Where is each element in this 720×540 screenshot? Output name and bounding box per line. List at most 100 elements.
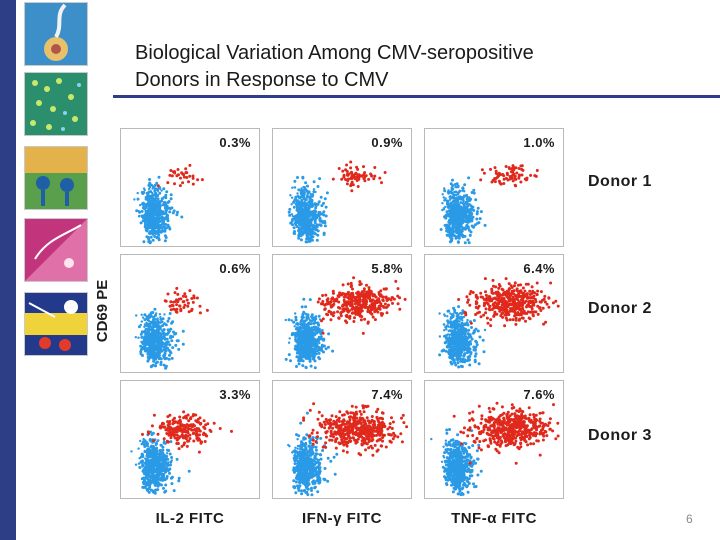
event-negative — [468, 340, 472, 344]
event-positive — [501, 308, 505, 312]
event-positive — [541, 298, 544, 302]
event-positive — [180, 433, 184, 437]
event-negative — [157, 187, 160, 190]
event-negative — [297, 206, 300, 209]
event-negative — [160, 342, 164, 346]
event-negative — [458, 334, 462, 337]
event-positive — [373, 318, 377, 322]
event-negative — [325, 191, 329, 195]
event-negative — [449, 320, 453, 324]
event-positive — [190, 309, 193, 313]
event-negative — [302, 336, 305, 339]
event-positive — [529, 173, 533, 177]
event-negative — [323, 467, 327, 470]
event-negative — [296, 322, 300, 325]
event-positive — [350, 284, 353, 288]
event-negative — [143, 445, 147, 448]
event-negative — [450, 206, 454, 210]
event-positive — [363, 296, 367, 300]
event-negative — [169, 327, 173, 331]
event-negative — [172, 330, 175, 334]
event-negative — [160, 229, 164, 233]
event-negative — [152, 231, 156, 235]
event-negative — [297, 236, 301, 240]
event-negative — [150, 458, 154, 462]
event-positive — [177, 297, 181, 301]
event-positive — [511, 306, 514, 310]
event-negative — [454, 336, 458, 340]
event-negative — [143, 225, 147, 229]
event-negative — [456, 210, 459, 213]
event-negative — [159, 316, 162, 319]
event-negative — [299, 350, 303, 354]
event-negative — [164, 206, 168, 210]
event-negative — [316, 214, 320, 217]
event-negative — [459, 201, 463, 205]
event-positive — [373, 174, 377, 178]
event-positive — [205, 308, 209, 312]
event-positive — [332, 291, 335, 295]
event-negative — [155, 231, 159, 235]
event-negative — [306, 184, 309, 188]
event-positive — [495, 175, 499, 179]
percentage-label: 1.0% — [523, 135, 555, 150]
event-negative — [287, 341, 291, 344]
event-negative — [310, 489, 313, 492]
event-negative — [456, 240, 460, 244]
event-positive — [358, 314, 362, 318]
flow-plot-donor-1-il2: 0.3% — [120, 128, 260, 247]
event-positive — [515, 171, 519, 175]
event-positive — [173, 182, 176, 186]
event-negative — [300, 492, 304, 496]
event-negative — [465, 351, 469, 355]
event-negative — [290, 196, 294, 199]
event-positive — [346, 173, 350, 177]
event-positive — [516, 305, 519, 308]
event-negative — [454, 363, 458, 367]
event-positive — [353, 296, 357, 299]
event-positive — [490, 180, 494, 184]
event-negative — [315, 466, 319, 470]
event-negative — [451, 187, 455, 191]
event-positive — [469, 290, 473, 293]
event-negative — [308, 201, 311, 204]
event-negative — [146, 454, 149, 458]
event-negative — [148, 203, 152, 206]
event-negative — [302, 214, 305, 217]
event-positive — [520, 173, 524, 177]
event-negative — [150, 334, 154, 338]
event-negative — [318, 466, 322, 470]
event-positive — [374, 308, 378, 312]
event-positive — [457, 298, 461, 301]
event-negative — [460, 312, 463, 316]
event-negative — [304, 198, 307, 202]
event-negative — [155, 312, 158, 315]
event-positive — [517, 307, 521, 310]
event-positive — [508, 302, 512, 306]
event-negative — [302, 316, 305, 319]
event-positive — [332, 302, 336, 306]
event-negative — [457, 305, 461, 309]
event-negative — [441, 208, 444, 212]
event-negative — [153, 447, 156, 450]
event-negative — [324, 347, 328, 351]
event-negative — [308, 239, 312, 243]
event-positive — [230, 429, 233, 433]
event-positive — [335, 297, 339, 301]
event-positive — [183, 424, 186, 427]
event-positive — [191, 300, 195, 304]
event-negative — [163, 322, 166, 326]
event-negative — [463, 183, 467, 187]
event-negative — [167, 449, 171, 452]
event-negative — [166, 340, 170, 344]
percentage-label: 0.9% — [371, 135, 403, 150]
event-negative — [322, 338, 326, 342]
event-negative — [479, 210, 483, 214]
event-negative — [137, 462, 141, 465]
event-positive — [513, 314, 516, 318]
event-negative — [155, 446, 159, 450]
event-negative — [149, 488, 153, 492]
event-negative — [139, 439, 142, 443]
event-negative — [298, 346, 302, 350]
event-negative — [144, 457, 147, 460]
